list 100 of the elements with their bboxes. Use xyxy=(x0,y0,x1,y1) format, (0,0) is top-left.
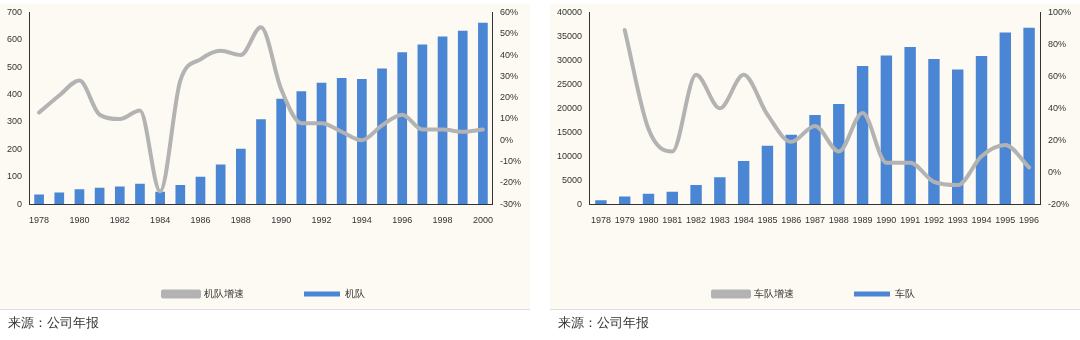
x-tick-label: 1996 xyxy=(1019,215,1040,226)
x-tick-label: 1995 xyxy=(995,215,1016,226)
y-tick-label: 35000 xyxy=(557,30,583,41)
bar xyxy=(809,115,821,205)
bar xyxy=(1023,27,1035,205)
y2-tick-label: 50% xyxy=(499,28,519,39)
bar xyxy=(856,66,869,205)
x-tick-label: 1985 xyxy=(757,215,778,226)
bar xyxy=(34,194,44,205)
bar xyxy=(642,193,655,205)
x-tick-label: 1988 xyxy=(828,215,849,226)
x-tick-label: 1984 xyxy=(733,215,754,226)
bar xyxy=(256,119,266,205)
bar xyxy=(397,52,408,205)
x-tick-label: 1987 xyxy=(804,215,826,226)
x-tick-label: 1988 xyxy=(230,215,251,226)
x-tick-label: 1981 xyxy=(662,215,683,226)
y2-tick-label: -20% xyxy=(499,177,522,188)
x-tick-label: 1992 xyxy=(311,215,332,226)
y-tick-label: 30000 xyxy=(557,54,583,65)
bar xyxy=(377,68,387,205)
y-tick-label: 200 xyxy=(6,143,23,154)
y-tick-label: 5000 xyxy=(562,174,583,185)
y-tick-label: 400 xyxy=(6,89,23,100)
y-tick-label: 500 xyxy=(6,61,23,72)
y2-tick-label: 60% xyxy=(499,6,519,17)
y-tick-label: 0 xyxy=(17,198,23,209)
y-tick-label: 20000 xyxy=(557,102,583,113)
x-tick-label: 1990 xyxy=(876,215,897,226)
legend-label: 车队增速 xyxy=(754,287,794,299)
bar xyxy=(155,191,165,205)
bar xyxy=(928,58,940,205)
bar xyxy=(235,148,246,205)
legend-label: 机队增速 xyxy=(204,287,244,299)
y2-tick-label: 100% xyxy=(1047,6,1072,17)
x-tick-label: 1991 xyxy=(900,215,921,226)
y-tick-label: 100 xyxy=(6,171,23,182)
bar xyxy=(175,185,186,205)
bar xyxy=(478,22,488,205)
x-tick-label: 1993 xyxy=(947,215,968,226)
y-tick-label: 300 xyxy=(6,116,23,127)
bar xyxy=(135,183,145,205)
source-note: 来源：公司年报 xyxy=(0,309,530,336)
x-tick-label: 1979 xyxy=(614,215,635,226)
y-tick-label: 15000 xyxy=(557,126,583,137)
bar xyxy=(215,164,226,205)
bar xyxy=(74,189,85,205)
bar xyxy=(595,200,607,205)
bar xyxy=(666,191,678,205)
x-tick-label: 1994 xyxy=(971,215,992,226)
bar xyxy=(316,82,327,205)
y2-tick-label: 20% xyxy=(1047,134,1066,145)
bar xyxy=(94,187,105,205)
legend-label: 车队 xyxy=(895,287,915,299)
y2-tick-label: 30% xyxy=(499,70,519,81)
bar xyxy=(54,192,65,205)
bar xyxy=(437,36,448,205)
y2-tick-label: -20% xyxy=(1047,198,1069,209)
bar xyxy=(195,176,206,205)
bar xyxy=(336,77,347,205)
bar xyxy=(999,32,1012,205)
x-tick-label: 1983 xyxy=(709,215,730,226)
legend-label: 机队 xyxy=(345,287,365,299)
y2-tick-label: 10% xyxy=(499,113,519,124)
x-tick-label: 1986 xyxy=(190,215,211,226)
bar xyxy=(457,30,468,205)
bar xyxy=(952,69,964,205)
y-tick-label: 40000 xyxy=(557,6,583,17)
x-tick-label: 1980 xyxy=(638,215,659,226)
bar xyxy=(880,55,893,205)
bar xyxy=(761,145,774,205)
bar xyxy=(276,98,287,205)
bar xyxy=(417,44,428,205)
bar xyxy=(357,78,367,205)
y2-tick-label: 0% xyxy=(499,134,514,145)
y2-tick-label: 40% xyxy=(1047,102,1066,113)
y2-tick-label: 40% xyxy=(499,49,519,60)
bar xyxy=(833,103,845,205)
bar xyxy=(690,185,702,205)
source-note: 来源：公司年报 xyxy=(550,309,1080,336)
y-tick-label: 10000 xyxy=(557,150,583,161)
bar xyxy=(714,177,726,205)
x-tick-label: 1992 xyxy=(923,215,944,226)
y2-tick-label: 80% xyxy=(1047,38,1066,49)
y-tick-label: 600 xyxy=(6,34,23,45)
x-tick-label: 1989 xyxy=(852,215,873,226)
line-series xyxy=(622,27,1032,188)
bar xyxy=(975,56,988,205)
bar xyxy=(114,186,125,205)
x-tick-label: 1978 xyxy=(29,215,50,226)
x-tick-label: 1990 xyxy=(271,215,292,226)
x-tick-label: 1982 xyxy=(686,215,707,226)
x-tick-label: 1978 xyxy=(590,215,611,226)
y2-tick-label: 20% xyxy=(499,92,519,103)
y-tick-label: 0 xyxy=(577,198,583,209)
x-tick-label: 1996 xyxy=(392,215,413,226)
x-tick-label: 1980 xyxy=(69,215,90,226)
bar xyxy=(904,46,916,205)
bar xyxy=(785,134,797,205)
x-tick-label: 1982 xyxy=(109,215,130,226)
